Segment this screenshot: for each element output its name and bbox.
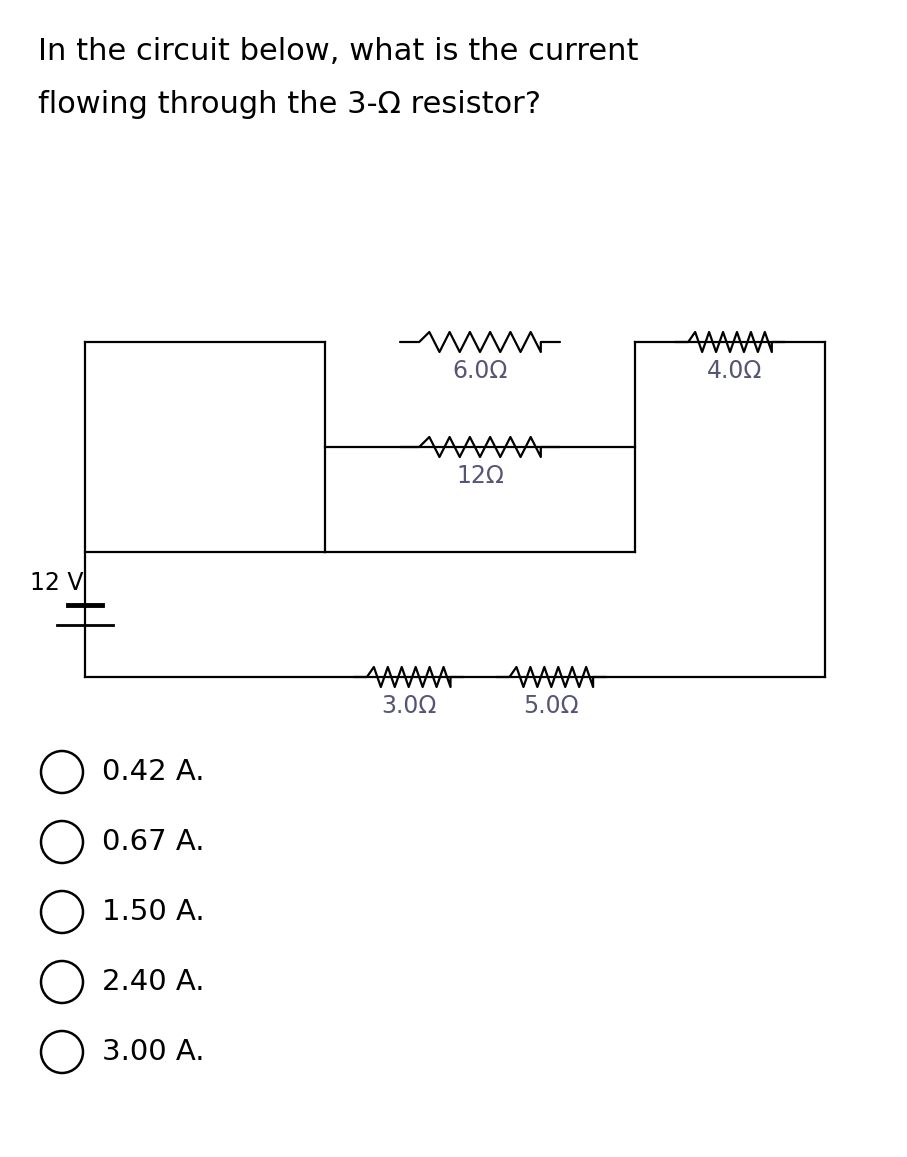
Text: flowing through the 3-Ω resistor?: flowing through the 3-Ω resistor? [38,90,541,119]
Text: 3.00 A.: 3.00 A. [102,1038,204,1066]
Text: 0.42 A.: 0.42 A. [102,758,204,786]
Text: 2.40 A.: 2.40 A. [102,968,204,996]
Text: 5.0Ω: 5.0Ω [523,694,579,718]
Text: In the circuit below, what is the current: In the circuit below, what is the curren… [38,37,639,66]
Text: 3.0Ω: 3.0Ω [381,694,436,718]
Text: 12Ω: 12Ω [456,464,504,488]
Text: 1.50 A.: 1.50 A. [102,898,205,926]
Text: 0.67 A.: 0.67 A. [102,828,204,856]
Text: 12 V: 12 V [30,570,83,595]
Text: 4.0Ω: 4.0Ω [707,359,763,383]
Text: 6.0Ω: 6.0Ω [453,359,508,383]
